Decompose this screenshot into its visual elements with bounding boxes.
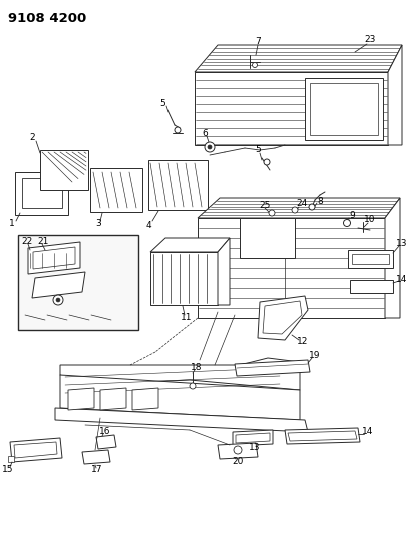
Polygon shape (55, 408, 308, 432)
Circle shape (264, 159, 270, 165)
Text: 8: 8 (317, 198, 323, 206)
Text: 16: 16 (99, 427, 111, 437)
Circle shape (234, 446, 242, 454)
Polygon shape (82, 450, 110, 464)
Text: 3: 3 (95, 220, 101, 229)
Text: 12: 12 (297, 337, 309, 346)
Circle shape (208, 145, 212, 149)
Text: 2: 2 (29, 133, 35, 142)
Polygon shape (18, 235, 138, 330)
Text: 24: 24 (296, 199, 307, 208)
Text: 4: 4 (145, 221, 151, 230)
Text: 13: 13 (396, 239, 408, 248)
Text: 9108 4200: 9108 4200 (8, 12, 86, 25)
Polygon shape (285, 428, 360, 444)
Text: 5: 5 (159, 99, 165, 108)
Text: 19: 19 (309, 351, 321, 359)
Circle shape (269, 210, 275, 216)
Circle shape (53, 295, 63, 305)
Polygon shape (40, 150, 88, 190)
Circle shape (252, 62, 258, 68)
Text: 23: 23 (364, 36, 376, 44)
Polygon shape (198, 198, 400, 218)
Polygon shape (150, 238, 230, 252)
Polygon shape (240, 218, 295, 258)
Circle shape (190, 383, 196, 389)
Circle shape (309, 204, 315, 210)
Text: 21: 21 (37, 237, 48, 246)
Text: 14: 14 (396, 274, 408, 284)
Polygon shape (258, 296, 308, 340)
Polygon shape (28, 242, 80, 274)
Polygon shape (96, 435, 116, 449)
Polygon shape (388, 45, 402, 145)
Polygon shape (218, 443, 258, 459)
Polygon shape (195, 45, 402, 72)
Text: 22: 22 (21, 237, 32, 246)
Text: 9: 9 (349, 211, 355, 220)
Text: 20: 20 (232, 456, 244, 465)
Text: 7: 7 (255, 37, 261, 46)
Polygon shape (32, 272, 85, 298)
Polygon shape (198, 218, 385, 318)
Polygon shape (132, 388, 158, 410)
Text: 25: 25 (259, 200, 271, 209)
Text: 10: 10 (364, 215, 376, 224)
Text: 17: 17 (91, 465, 103, 474)
Polygon shape (385, 198, 400, 318)
Polygon shape (350, 280, 393, 293)
Polygon shape (60, 375, 300, 420)
Polygon shape (148, 160, 208, 210)
Text: 13: 13 (249, 443, 261, 453)
Circle shape (56, 298, 60, 302)
Polygon shape (60, 358, 300, 390)
Polygon shape (90, 168, 142, 212)
Polygon shape (8, 456, 14, 462)
Polygon shape (68, 388, 94, 410)
Polygon shape (233, 430, 273, 446)
Circle shape (292, 207, 298, 213)
Circle shape (175, 127, 181, 133)
Text: 5: 5 (255, 146, 261, 155)
Polygon shape (235, 360, 310, 376)
Polygon shape (305, 78, 383, 140)
Text: 15: 15 (2, 465, 14, 474)
Circle shape (344, 220, 351, 227)
Polygon shape (218, 238, 230, 305)
Polygon shape (150, 252, 218, 305)
Polygon shape (100, 388, 126, 410)
Text: 14: 14 (363, 427, 374, 437)
Polygon shape (348, 250, 393, 268)
Polygon shape (195, 72, 388, 145)
Circle shape (205, 142, 215, 152)
Text: 1: 1 (9, 220, 15, 229)
Polygon shape (10, 438, 62, 462)
Text: 6: 6 (202, 128, 208, 138)
Polygon shape (15, 172, 68, 215)
Text: 11: 11 (181, 313, 193, 322)
Text: 18: 18 (191, 362, 203, 372)
